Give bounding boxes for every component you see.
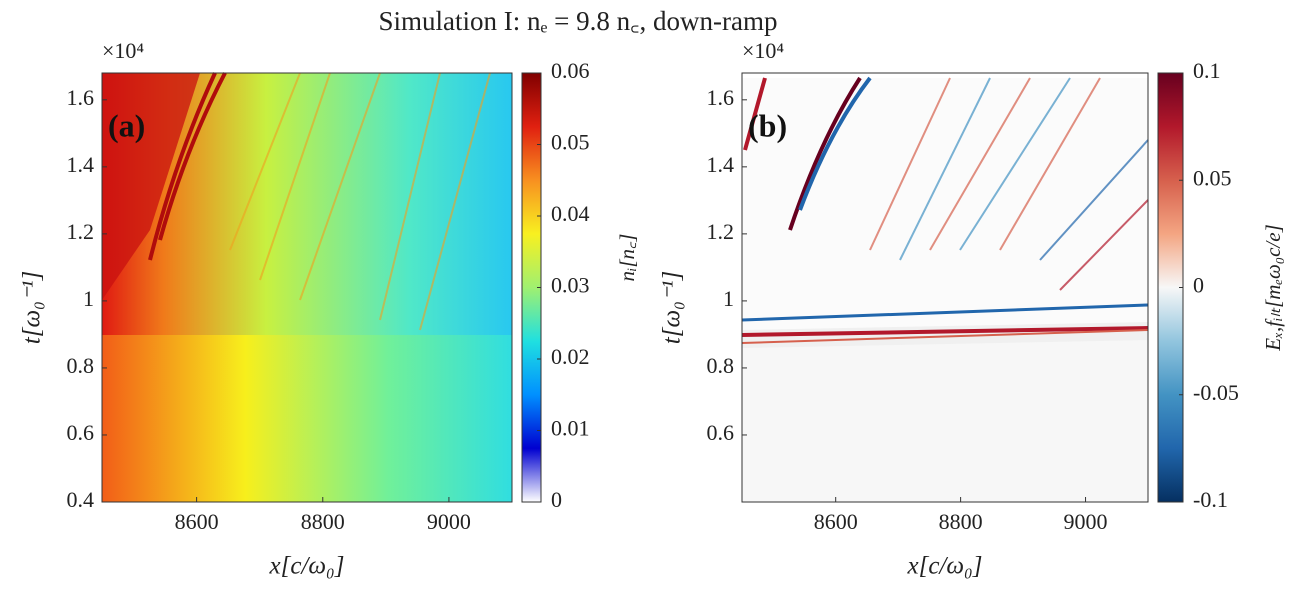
x-tick-label: 8800 [939,509,983,534]
y-tick-label: 0.8 [707,353,735,378]
x-tick-label: 9000 [1064,509,1108,534]
colorbar [1157,72,1184,503]
y-multiplier: ×10⁴ [742,38,784,63]
colorbar-tick-label: 0.05 [551,130,590,155]
colorbar-label: nᵢ[n꜀] [615,234,639,282]
x-tick-label: 8800 [301,509,345,534]
colorbar-tick-label: -0.1 [1193,487,1228,512]
y-tick-label: 1.2 [67,219,95,244]
x-axis-label: x[c/ω₀] [269,553,345,580]
x-tick-label: 9000 [427,509,471,534]
colorbar-tick-label: 0 [1193,273,1204,298]
y-tick-label: 0.8 [67,353,95,378]
y-tick-label: 1.2 [707,219,735,244]
y-tick-label: 1.4 [707,152,735,177]
y-tick-label: 0.6 [67,420,95,445]
x-axis-label: x[c/ω₀] [907,553,983,580]
colorbar-tick-label: 0.03 [551,273,590,298]
y-tick-label: 1.6 [707,85,735,110]
panel-label: (a) [108,107,145,143]
plot-frame [741,72,1149,503]
colorbar-tick-label: 0.1 [1193,58,1221,83]
y-axis-label: t[ω₀⁻¹] [19,271,46,344]
y-tick-label: 1.6 [67,85,95,110]
colorbar-tick-label: 0 [551,487,562,512]
x-tick-label: 8600 [814,509,858,534]
y-multiplier: ×10⁴ [102,38,144,63]
colorbar-tick-label: 0.05 [1193,165,1232,190]
x-tick-label: 8600 [175,509,219,534]
colorbar-tick-label: 0.02 [551,344,590,369]
colorbar-label: Eₓ,fᵢₗₜ[mₑω₀c/e] [1261,224,1285,352]
colorbar-tick-label: 0.06 [551,58,590,83]
colorbar-tick-label: 0.01 [551,416,590,441]
panel-label: (b) [748,107,787,143]
y-tick-label: 1 [723,286,734,311]
colorbar-tick-label: 0.04 [551,201,590,226]
heatmap-image [102,72,512,502]
y-tick-label: 1.4 [67,152,95,177]
y-axis-label: t[ω₀⁻¹] [659,271,686,344]
colorbar-tick-label: -0.05 [1193,380,1239,405]
figure-title: Simulation I: nₑ = 9.8 n꜀, down-ramp [379,6,778,36]
plot-frame [101,72,513,503]
y-tick-label: 0.6 [707,420,735,445]
y-tick-label: 0.4 [67,487,95,512]
heatmap-image [741,76,1149,502]
y-tick-label: 1 [83,286,94,311]
